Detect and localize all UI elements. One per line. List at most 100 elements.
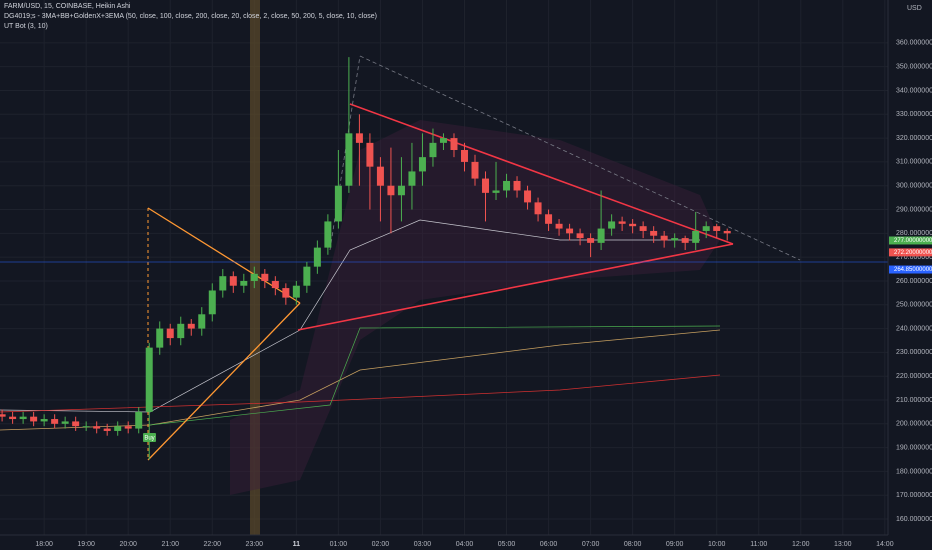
candle-body [292,285,300,298]
x-tick-label: 18:00 [35,541,53,548]
candle-body [135,411,143,429]
candle-body [608,221,616,229]
candle-body [545,214,553,224]
candle-body [450,138,458,150]
y-tick-label: 180.00000000 [896,468,932,475]
candle-body [124,426,132,429]
y-tick-label: 330.00000000 [896,111,932,118]
candle-body [9,416,17,420]
candle-body [145,347,153,412]
signal-badge [143,433,156,442]
candle-body [482,178,490,193]
y-tick-label: 200.00000000 [896,421,932,428]
y-tick-label: 170.00000000 [896,492,932,499]
candle-body [629,223,637,227]
y-tick-label: 230.00000000 [896,349,932,356]
candle-body [355,133,363,143]
x-tick-label: 21:00 [161,541,179,548]
y-tick-label: 280.00000000 [896,230,932,237]
candle-body [429,142,437,158]
candle-body [418,157,426,172]
candle-body [660,235,668,241]
candle-body [524,190,532,203]
candle-body [439,138,447,143]
x-tick-label: 13:00 [834,541,852,548]
session-highlight [250,0,260,535]
trend-line [297,243,734,331]
candle-body [313,247,321,267]
candle-body [597,228,605,243]
candle-body [229,276,237,286]
indicator-label: UT Bot (3, 10) [4,23,48,30]
candle-body [387,185,395,196]
trend-line [349,103,734,245]
candle-body [492,190,500,193]
candle-body [681,238,689,243]
x-tick-label: 20:00 [119,541,137,548]
signal-label: Buy [144,436,154,442]
y-tick-label: 160.00000000 [896,516,932,523]
candle-body [51,419,59,424]
candle-body [334,185,342,222]
x-tick-label: 07:00 [582,541,600,548]
y-tick-label: 260.00000000 [896,278,932,285]
candle-body [187,323,195,329]
x-tick-label: 03:00 [414,541,432,548]
candle-body [93,426,101,429]
currency-label: USD [907,5,922,12]
y-tick-label: 190.00000000 [896,444,932,451]
y-tick-label: 270.00000000 [896,254,932,261]
candle-body [650,230,658,236]
drawings [0,55,888,461]
candle-body [639,226,647,231]
candle-body [198,314,206,329]
y-tick-label: 210.00000000 [896,397,932,404]
candle-body [177,323,185,339]
candle-body [30,416,38,422]
chart-title: FARM/USD, 15, COINBASE, Heikin Ashi [4,3,131,10]
candle-body [0,414,6,417]
x-tick-label: 12:00 [792,541,810,548]
y-tick-label: 290.00000000 [896,206,932,213]
x-tick-label: 11 [293,541,301,548]
y-tick-label: 300.00000000 [896,183,932,190]
x-tick-label: 09:00 [666,541,684,548]
price-tag-label: 272.20000000 [894,250,932,256]
x-tick-label: 01:00 [330,541,348,548]
candle-body [40,419,48,422]
price-axis [888,0,932,550]
y-tick-label: 340.00000000 [896,87,932,94]
candle-body [156,328,164,348]
ma-line [0,329,721,431]
x-tick-label: 02:00 [372,541,390,548]
x-tick-label: 08:00 [624,541,642,548]
x-tick-label: 23:00 [246,541,264,548]
candle-body [671,238,679,241]
candle-body [566,228,574,234]
x-tick-label: 10:00 [708,541,726,548]
price-tag [889,248,932,257]
y-tick-label: 240.00000000 [896,325,932,332]
trend-line [359,55,801,261]
y-tick-label: 220.00000000 [896,373,932,380]
x-tick-label: 04:00 [456,541,474,548]
y-tick-label: 320.00000000 [896,135,932,142]
y-tick-label: 350.00000000 [896,64,932,71]
y-tick-label: 310.00000000 [896,159,932,166]
price-tag-label: 277.00000000 [894,238,932,244]
candle-body [471,161,479,179]
candle-body [261,273,269,281]
candle-body [513,180,521,191]
price-tag [889,236,932,245]
x-tick-label: 06:00 [540,541,558,548]
indicator-label: DG4019;s - 3MA+BB+GoldenX+3EMA (50, clos… [4,13,377,20]
candle-body [82,426,90,428]
candle-body [503,180,511,191]
candle-body [208,290,216,315]
ma-line [149,325,721,426]
candle-body [408,171,416,186]
candle-body [587,238,595,243]
